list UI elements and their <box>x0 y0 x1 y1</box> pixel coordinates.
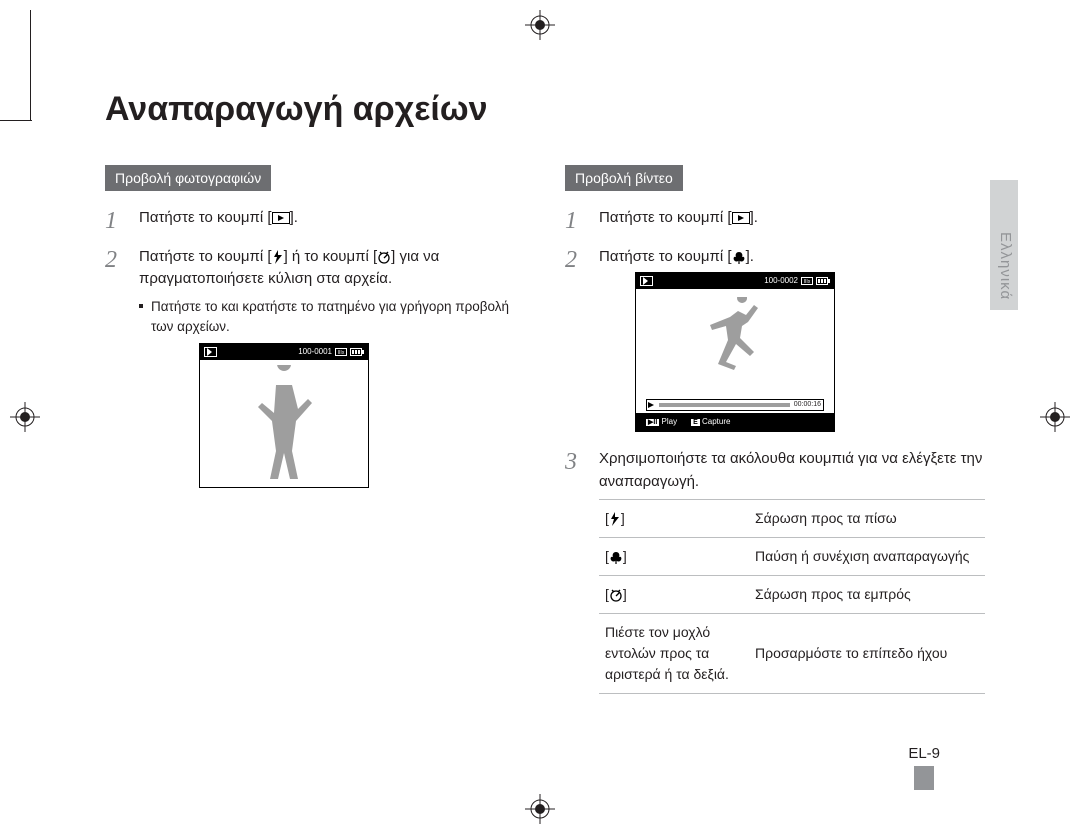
photo-preview-screen: 100-0001 IIIx <box>199 343 369 488</box>
control-icon-cell: [] <box>599 576 749 614</box>
video-preview-screen: 100-0002 IIIx 00:00:16 ▶II Pl <box>635 272 835 432</box>
timer-icon <box>609 588 623 602</box>
video-section-header: Προβολή βίντεο <box>565 165 683 191</box>
control-label: Πιέστε τον μοχλό εντολών προς τα αριστερ… <box>599 614 749 694</box>
photos-column: Προβολή φωτογραφιών Πατήστε το κουμπί []… <box>105 165 525 710</box>
reg-mark-right <box>1040 402 1070 432</box>
playback-icon <box>732 212 750 224</box>
control-desc: Προσαρμόστε το επίπεδο ήχου <box>749 614 985 694</box>
photos-step-1: Πατήστε το κουμπί []. <box>105 207 525 230</box>
flash-icon <box>272 250 284 264</box>
table-row: [] Παύση ή συνέχιση αναπαραγωγής <box>599 538 985 576</box>
video-progress-bar: 00:00:16 <box>646 399 824 411</box>
playback-mode-icon <box>204 347 217 357</box>
table-row: [] Σάρωση προς τα εμπρός <box>599 576 985 614</box>
person-silhouette <box>254 365 314 483</box>
play-pause-key-icon: ▶II <box>646 419 659 426</box>
control-icon-cell: [] <box>599 500 749 538</box>
macro-icon <box>609 550 623 564</box>
playback-icon <box>272 212 290 224</box>
resolution-icon: IIIx <box>801 277 813 285</box>
table-row: Πιέστε τον μοχλό εντολών προς τα αριστερ… <box>599 614 985 694</box>
photos-section-header: Προβολή φωτογραφιών <box>105 165 271 191</box>
video-time: 00:00:16 <box>794 400 823 411</box>
video-column: Προβολή βίντεο Πατήστε το κουμπί []. Πατ… <box>565 165 985 710</box>
control-desc: Παύση ή συνέχιση αναπαραγωγής <box>749 538 985 576</box>
video-step-2: Πατήστε το κουμπί []. 100-0002 IIIx <box>565 246 985 433</box>
timer-icon <box>377 250 391 264</box>
photo-counter: 100-0001 <box>298 346 332 358</box>
skater-silhouette <box>700 297 770 375</box>
crop-line-h <box>0 120 32 121</box>
video-counter: 100-0002 <box>764 275 798 287</box>
video-step-3: Χρησιμοποιήστε τα ακόλουθα κουμπιά για ν… <box>565 448 985 694</box>
control-desc: Σάρωση προς τα πίσω <box>749 500 985 538</box>
macro-icon <box>732 250 746 264</box>
battery-icon <box>350 348 364 356</box>
svg-text:IIIx: IIIx <box>804 279 811 285</box>
battery-icon <box>816 277 830 285</box>
progress-play-icon <box>647 401 655 409</box>
capture-key-icon: E <box>691 419 700 426</box>
resolution-icon: IIIx <box>335 348 347 356</box>
reg-mark-bottom <box>525 794 555 824</box>
photos-step-2-sub: Πατήστε το και κρατήστε το πατημένο για … <box>139 297 525 338</box>
video-step-1: Πατήστε το κουμπί []. <box>565 207 985 230</box>
control-icon-cell: [] <box>599 538 749 576</box>
playback-mode-icon <box>640 276 653 286</box>
table-row: [] Σάρωση προς τα πίσω <box>599 500 985 538</box>
page-title: Αναπαραγωγή αρχείων <box>105 90 985 129</box>
control-desc: Σάρωση προς τα εμπρός <box>749 576 985 614</box>
language-label: Ελληνικά <box>997 232 1014 300</box>
reg-mark-left <box>10 402 40 432</box>
flash-icon <box>609 512 621 526</box>
reg-mark-top <box>525 10 555 40</box>
svg-text:IIIx: IIIx <box>338 350 345 356</box>
page-number: EL-9 <box>908 745 940 790</box>
photos-step-2: Πατήστε το κουμπί [] ή το κουμπί [] για … <box>105 246 525 489</box>
page-number-bar <box>914 766 934 790</box>
crop-line-v <box>30 10 31 120</box>
controls-table: [] Σάρωση προς τα πίσω [] Παύση ή συνέχι… <box>599 499 985 694</box>
